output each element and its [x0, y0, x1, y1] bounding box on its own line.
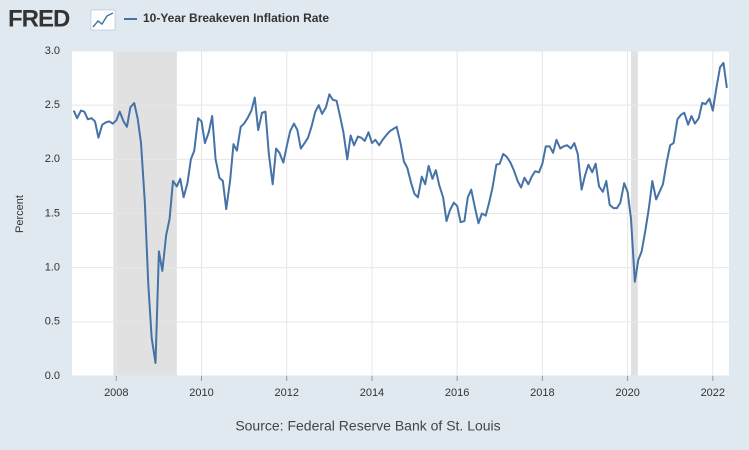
y-tick-label: 2.5: [45, 99, 60, 111]
legend-label: 10-Year Breakeven Inflation Rate: [143, 11, 329, 25]
y-tick-label: 2.0: [45, 153, 60, 165]
x-tick-label: 2012: [274, 387, 298, 399]
y-tick-label: 0.0: [45, 370, 60, 382]
y-tick-label: 1.5: [45, 207, 60, 219]
x-tick-label: 2018: [530, 387, 554, 399]
y-tick-label: 1.0: [45, 262, 60, 274]
y-tick-label: 3.0: [45, 45, 60, 57]
data-line: [72, 61, 728, 364]
y-axis-label: Percent: [14, 195, 26, 233]
source: Source: Federal Reserve Bank of St. Loui…: [235, 418, 500, 434]
x-tick-label: 2022: [701, 387, 725, 399]
x-tick-label: 2010: [189, 387, 213, 399]
x-tick-label: 2014: [360, 387, 384, 399]
x-tick-label: 2016: [445, 387, 469, 399]
logo-icon: [90, 9, 116, 31]
x-tick-label: 2008: [104, 387, 128, 399]
x-tick-label: 2020: [615, 387, 639, 399]
y-tick-label: 0.5: [45, 316, 60, 328]
logo: FRED: [8, 5, 70, 32]
